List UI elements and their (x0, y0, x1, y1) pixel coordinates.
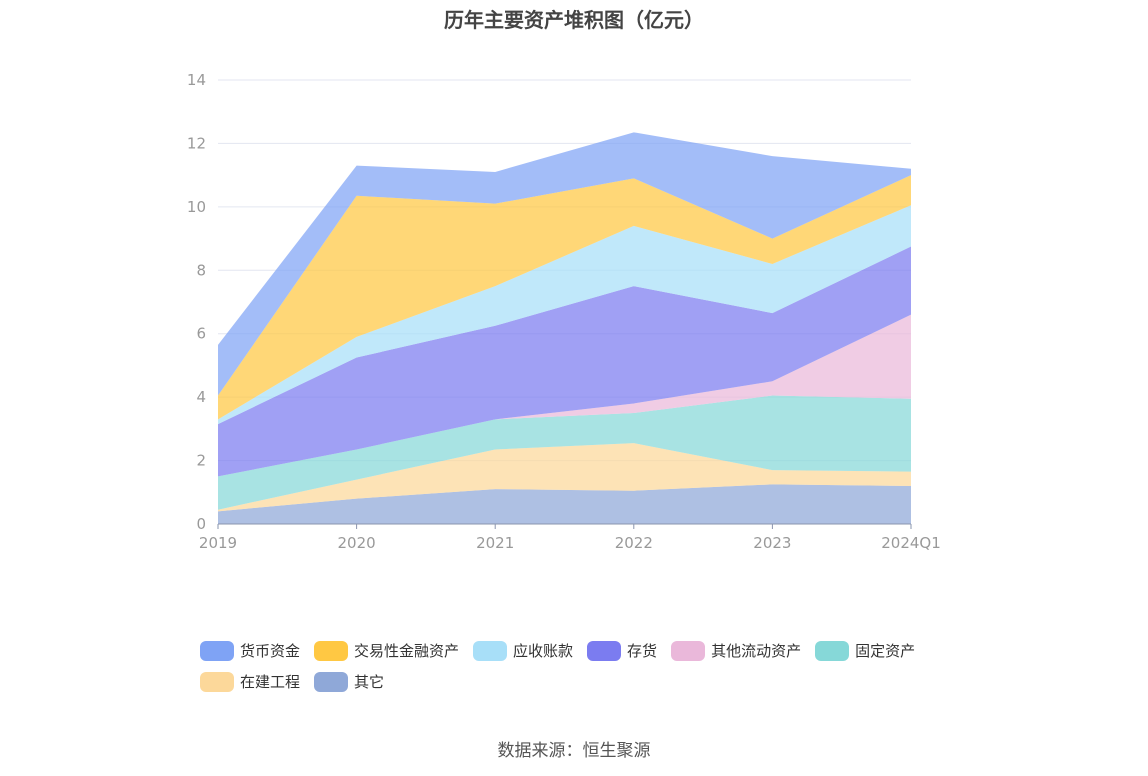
legend-label: 应收账款 (513, 642, 574, 660)
legend-item[interactable]: 其它 (314, 671, 384, 692)
x-tick-label: 2021 (476, 534, 514, 552)
legend-item[interactable]: 交易性金融资产 (314, 640, 459, 661)
y-tick-label: 0 (196, 515, 206, 533)
area-layer (218, 132, 911, 524)
legend-item[interactable]: 应收账款 (473, 640, 573, 661)
legend-label: 其它 (354, 673, 385, 691)
legend-swatch (587, 640, 622, 661)
legend-item[interactable]: 其他流动资产 (671, 640, 801, 661)
x-tick-label: 2024Q1 (881, 534, 941, 552)
legend-label: 存货 (627, 642, 658, 660)
legend-swatch (815, 640, 850, 661)
series-area-应收账款[interactable] (218, 205, 911, 425)
x-tick-label: 2020 (338, 534, 376, 552)
y-tick-label: 2 (196, 452, 206, 470)
series-area-存货[interactable] (218, 246, 911, 477)
legend-item[interactable]: 固定资产 (815, 640, 915, 661)
y-tick-label: 12 (187, 134, 206, 152)
legend-item[interactable]: 货币资金 (200, 640, 300, 661)
legend-swatch (314, 671, 349, 692)
x-tick-label: 2023 (753, 534, 791, 552)
legend-label: 货币资金 (240, 642, 301, 660)
x-tick-label: 2022 (615, 534, 653, 552)
legend-swatch (314, 640, 349, 661)
y-tick-label: 8 (196, 261, 206, 279)
legend-swatch (671, 640, 706, 661)
x-tick-label: 2019 (199, 534, 237, 552)
legend-item[interactable]: 在建工程 (200, 671, 300, 692)
legend-label: 固定资产 (855, 642, 916, 660)
y-tick-label: 10 (187, 198, 206, 216)
legend-label: 交易性金融资产 (354, 642, 460, 660)
series-area-其它[interactable] (218, 484, 911, 524)
axis-layer: 0 2 4 6 8 10 12 14 2019 2020 2021 2022 2023 2024Q1 (187, 71, 941, 552)
chart-title: 历年主要资产堆积图（亿元） (444, 8, 704, 32)
legend-swatch (200, 671, 234, 692)
y-tick-label: 4 (196, 388, 206, 406)
series-area-固定资产[interactable] (218, 395, 911, 510)
series-area-其他流动资产[interactable] (218, 314, 911, 477)
legend-swatch (200, 640, 234, 661)
series-area-在建工程[interactable] (218, 443, 911, 512)
chart-legend: 货币资金 交易性金融资产 应收账款 存货 其他流动资产 固定资产在建工程 其它 (200, 640, 980, 702)
legend-label: 在建工程 (240, 673, 301, 691)
legend-swatch (473, 640, 508, 661)
y-tick-label: 14 (187, 71, 206, 89)
legend-label: 其他流动资产 (711, 642, 802, 660)
series-area-交易性金融资产[interactable] (218, 175, 911, 420)
series-area-货币资金[interactable] (218, 132, 911, 396)
stacked-area-chart: 0 2 4 6 8 10 12 14 2019 2020 2021 2022 2023 2024Q1 (187, 71, 941, 552)
y-tick-label: 6 (196, 325, 206, 343)
legend-item[interactable]: 存货 (587, 640, 657, 661)
data-source-note: 数据来源：恒生聚源 (497, 741, 651, 761)
